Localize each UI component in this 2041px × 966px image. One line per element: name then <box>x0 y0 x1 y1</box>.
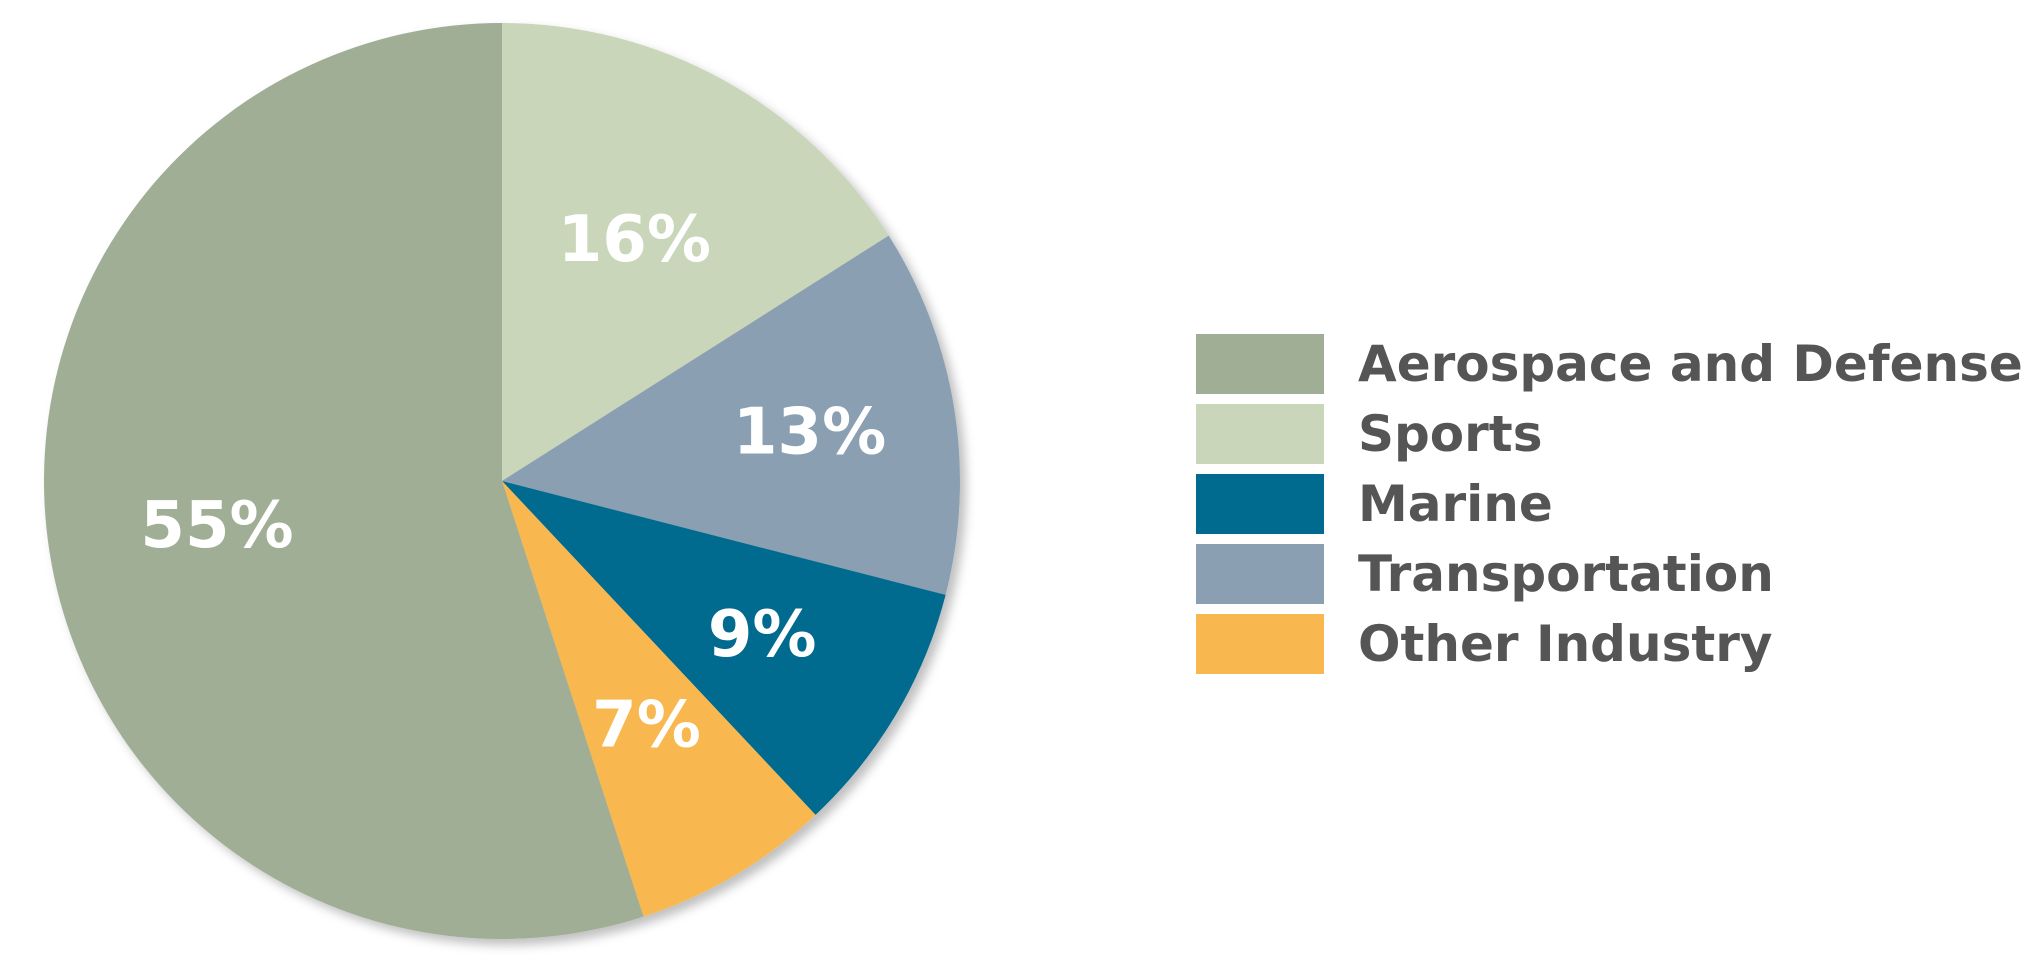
pie-slice-transportation <box>502 235 960 595</box>
legend-item-marine: Marine <box>1196 471 2023 537</box>
legend-item-aerospace-and-defense: Aerospace and Defense <box>1196 331 2023 397</box>
pie-slice-labels: 16% 13% 9%7% 55% <box>140 203 886 762</box>
legend-swatch <box>1196 474 1324 534</box>
pie-slice-marine <box>502 481 946 815</box>
legend-swatch <box>1196 404 1324 464</box>
legend-label: Aerospace and Defense <box>1358 335 2023 393</box>
pie-slice-aerospace-and-defense <box>43 22 644 940</box>
legend-item-transportation: Transportation <box>1196 541 2023 607</box>
slice-label-other-industry: 7% <box>592 688 701 762</box>
pie-slice-sports <box>502 23 889 481</box>
legend: Aerospace and Defense Sports Marine Transpo… <box>1196 331 2023 681</box>
legend-label: Transportation <box>1358 545 1774 603</box>
pie-slice-other-industry <box>502 481 816 917</box>
legend-item-other-industry: Other Industry <box>1196 611 2023 677</box>
legend-swatch <box>1196 334 1324 394</box>
slice-label-marine: 9% <box>708 598 817 672</box>
slice-label-sports: 16% <box>558 203 711 277</box>
slice-label-aerospace-and-defense: 55% <box>140 489 293 563</box>
legend-swatch <box>1196 544 1324 604</box>
pie-slices <box>43 22 960 940</box>
legend-label: Sports <box>1358 405 1543 463</box>
legend-label: Marine <box>1358 475 1553 533</box>
slice-label-transportation: 13% <box>733 395 886 469</box>
legend-label: Other Industry <box>1358 615 1773 673</box>
legend-swatch <box>1196 614 1324 674</box>
legend-item-sports: Sports <box>1196 401 2023 467</box>
